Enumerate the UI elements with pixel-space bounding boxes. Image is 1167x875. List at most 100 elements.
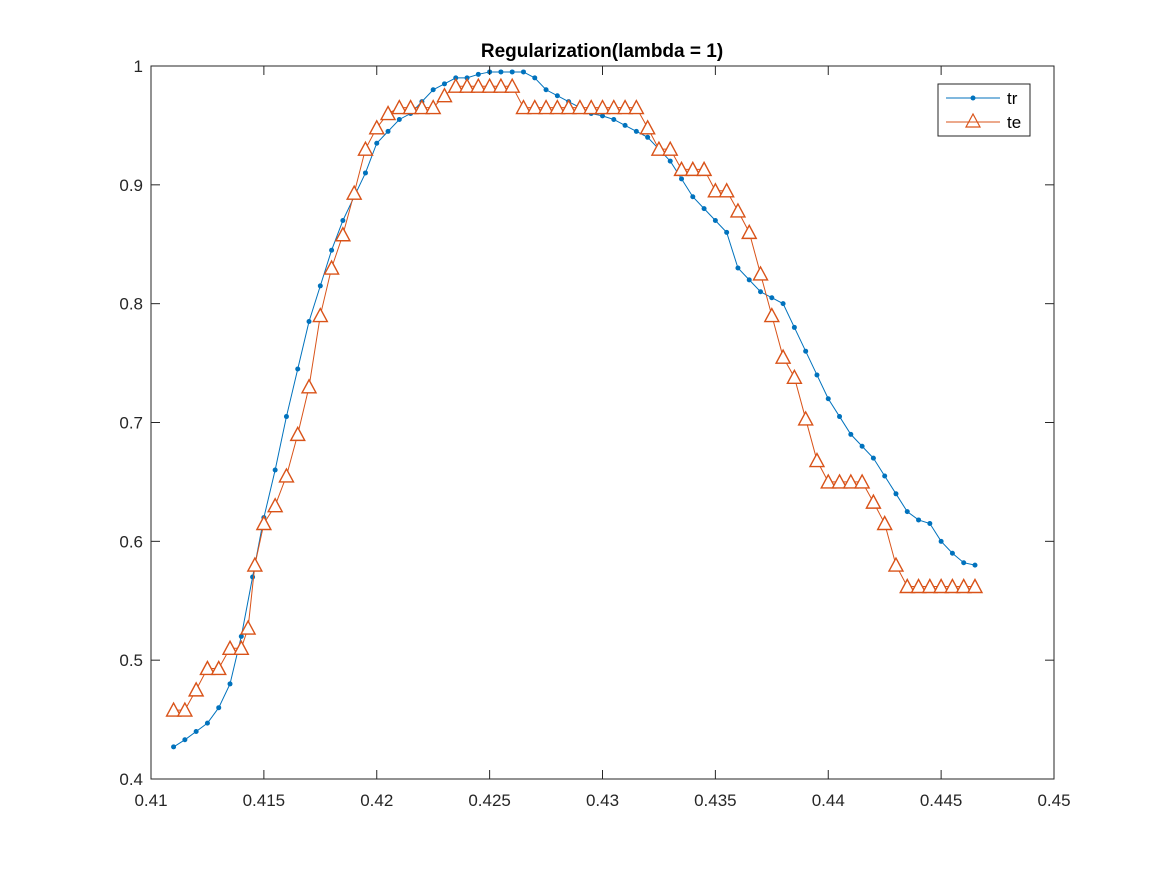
legend-te-label: te: [1007, 113, 1021, 132]
data-point: [927, 521, 933, 527]
data-point: [520, 69, 526, 75]
data-point: [323, 259, 340, 275]
data-point: [865, 493, 882, 509]
y-tick-label: 0.6: [119, 532, 143, 551]
y-tick-label: 0.8: [119, 295, 143, 314]
data-point: [216, 705, 222, 711]
data-point: [791, 324, 797, 330]
data-point: [724, 229, 730, 235]
data-point: [227, 681, 233, 687]
data-point: [233, 639, 250, 655]
data-point: [600, 113, 605, 119]
data-point: [673, 160, 690, 177]
data-point: [961, 560, 967, 566]
data-point: [780, 301, 786, 307]
x-tick-label: 0.445: [920, 791, 963, 810]
data-point: [255, 515, 273, 531]
data-point: [870, 455, 876, 461]
x-tick-label: 0.415: [243, 791, 286, 810]
legend: tr te: [937, 83, 1031, 137]
data-point: [204, 720, 210, 726]
data-point: [210, 660, 227, 676]
x-tick-label: 0.45: [1037, 791, 1070, 810]
data-point: [560, 99, 577, 115]
data-point: [938, 538, 944, 544]
data-point: [498, 69, 504, 75]
data-point: [690, 194, 696, 200]
data-point: [633, 128, 639, 134]
y-tick-label: 0.9: [119, 176, 143, 195]
data-point: [283, 414, 289, 420]
data-point: [250, 574, 256, 580]
data-point: [357, 140, 374, 156]
data-point: [837, 414, 843, 420]
data-point: [554, 93, 560, 99]
data-point: [825, 396, 831, 402]
data-point: [306, 318, 312, 324]
data-point: [317, 283, 323, 289]
data-point: [628, 99, 645, 115]
data-point: [481, 77, 498, 93]
data-point: [820, 473, 837, 489]
data-point: [695, 160, 713, 177]
data-point: [639, 119, 656, 135]
data-point: [679, 176, 685, 182]
y-tick-label: 0.4: [119, 770, 143, 789]
x-tick-label: 0.44: [812, 791, 845, 810]
data-point: [509, 69, 515, 75]
data-point: [712, 217, 718, 223]
data-point: [972, 562, 978, 568]
data-point: [532, 75, 538, 81]
data-point: [707, 182, 724, 198]
data-point: [526, 99, 543, 115]
plot-area: [151, 66, 1054, 779]
data-point: [379, 105, 397, 121]
data-point: [893, 491, 899, 497]
data-point: [746, 277, 752, 283]
data-point: [769, 295, 775, 301]
data-point: [295, 366, 301, 372]
data-point: [436, 87, 453, 103]
x-tick-label: 0.42: [360, 791, 393, 810]
data-point: [289, 425, 306, 442]
data-point: [458, 77, 476, 93]
data-point: [221, 639, 239, 655]
data-point: [475, 71, 481, 77]
data-point: [504, 77, 521, 93]
data-point: [803, 348, 809, 354]
data-point: [594, 99, 611, 115]
data-point: [396, 116, 402, 122]
series-te: [165, 77, 984, 717]
data-point: [182, 737, 188, 743]
x-tick-label: 0.425: [468, 791, 511, 810]
data-point: [391, 99, 408, 115]
legend-tr-marker: [970, 95, 976, 101]
data-point: [605, 99, 622, 115]
data-point: [549, 99, 566, 115]
data-point: [887, 556, 905, 572]
data-point: [246, 556, 264, 572]
data-point: [199, 660, 216, 676]
data-point: [718, 182, 735, 198]
data-point: [583, 99, 600, 115]
data-point: [786, 368, 803, 385]
data-point: [515, 99, 532, 115]
data-point: [430, 87, 436, 93]
data-point: [814, 372, 820, 378]
data-point: [385, 128, 391, 134]
data-point: [645, 134, 651, 140]
data-point: [239, 619, 257, 635]
data-point: [362, 170, 368, 176]
data-point: [300, 378, 318, 394]
series-layer: [165, 69, 984, 750]
legend-box: [937, 83, 1031, 137]
data-point: [876, 515, 893, 531]
data-point: [729, 202, 747, 218]
data-point: [932, 578, 950, 594]
data-point: [808, 452, 826, 468]
data-point: [611, 116, 617, 122]
data-point: [470, 77, 487, 93]
data-point: [402, 99, 419, 115]
data-point: [684, 160, 701, 177]
